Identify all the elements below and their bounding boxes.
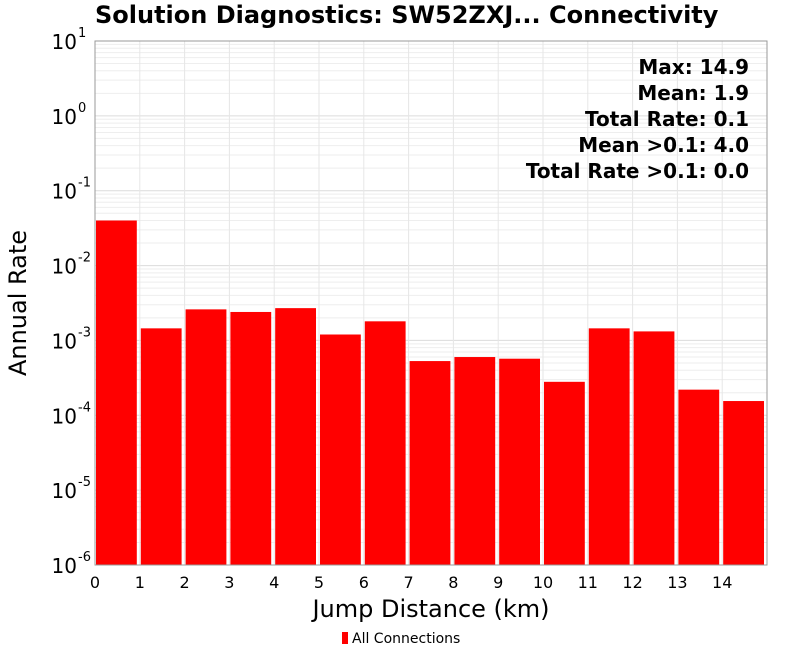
y-tick-exponent: 1 <box>78 26 86 41</box>
y-tick-exponent: -1 <box>78 176 91 191</box>
x-tick-label: 12 <box>622 573 642 592</box>
bar <box>633 331 675 565</box>
x-tick-label: 3 <box>224 573 234 592</box>
x-tick-label: 2 <box>180 573 190 592</box>
legend-swatch <box>342 632 348 644</box>
x-tick-label: 6 <box>359 573 369 592</box>
bar <box>320 334 361 565</box>
y-tick-exponent: 0 <box>78 101 86 116</box>
x-tick-label: 5 <box>314 573 324 592</box>
y-tick-label: 10 <box>52 30 77 54</box>
legend: All Connections <box>342 631 460 647</box>
x-tick-label: 4 <box>269 573 279 592</box>
bar <box>454 357 496 565</box>
x-tick-label: 1 <box>135 573 145 592</box>
x-tick-label: 10 <box>533 573 553 592</box>
bar <box>230 311 272 565</box>
bars <box>96 220 764 566</box>
x-tick-label: 0 <box>90 573 100 592</box>
bar <box>544 381 585 565</box>
y-tick-exponent: -6 <box>78 550 91 565</box>
y-tick-exponent: -3 <box>78 325 91 340</box>
bar <box>723 401 764 565</box>
stat-annotation: Total Rate >0.1: 0.0 <box>526 159 749 183</box>
bar <box>588 328 630 565</box>
y-tick-label: 10 <box>52 329 77 353</box>
x-axis-label: Jump Distance (km) <box>310 595 549 623</box>
x-tick-label: 13 <box>667 573 687 592</box>
stat-annotation: Max: 14.9 <box>638 55 749 79</box>
chart-title: Solution Diagnostics: SW52ZXJ... Connect… <box>95 1 719 29</box>
y-axis-label: Annual Rate <box>4 230 32 376</box>
bar <box>275 308 316 565</box>
x-tick-label: 11 <box>578 573 598 592</box>
x-tick-label: 14 <box>712 573 732 592</box>
x-tick-label: 9 <box>493 573 503 592</box>
bar <box>185 309 227 565</box>
y-tick-exponent: -5 <box>78 475 91 490</box>
stat-annotation: Mean: 1.9 <box>637 81 749 105</box>
stat-annotation: Mean >0.1: 4.0 <box>578 133 749 157</box>
bar <box>364 321 406 565</box>
y-tick-exponent: -4 <box>78 400 91 415</box>
x-tick-label: 7 <box>404 573 414 592</box>
x-tick-labels: 0 1 2 3 4 5 6 7 8 9 10 11 12 13 14 <box>90 573 732 592</box>
stat-annotation: Total Rate: 0.1 <box>585 107 749 131</box>
bar <box>96 220 137 566</box>
y-tick-exponent: -2 <box>78 251 91 266</box>
bar <box>499 358 540 565</box>
x-tick-label: 8 <box>448 573 458 592</box>
y-tick-label: 10 <box>52 404 77 428</box>
y-tick-label: 10 <box>52 255 77 279</box>
y-tick-label: 10 <box>52 180 77 204</box>
bar <box>678 389 720 565</box>
plot-frame <box>94 40 768 566</box>
y-tick-label: 10 <box>52 479 77 503</box>
bar <box>140 328 182 565</box>
bar <box>409 361 451 565</box>
y-tick-label: 10 <box>52 105 77 129</box>
legend-label: All Connections <box>352 631 460 647</box>
y-tick-label: 10 <box>52 554 77 578</box>
